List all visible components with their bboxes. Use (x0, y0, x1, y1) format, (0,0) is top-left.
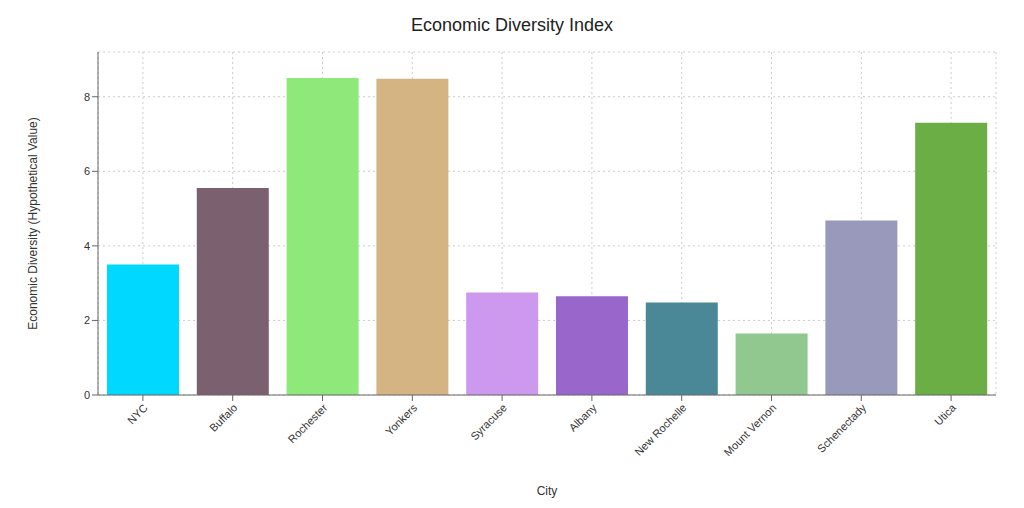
svg-text:Syracuse: Syracuse (468, 401, 509, 442)
svg-text:City: City (537, 484, 558, 498)
svg-text:NYC: NYC (125, 401, 150, 426)
svg-text:8: 8 (84, 91, 90, 103)
svg-text:Schenectady: Schenectady (815, 401, 869, 455)
svg-text:2: 2 (84, 314, 90, 326)
html-text:Economic Diversity Index: Economic Diversity Index (411, 15, 613, 35)
svg-text:4: 4 (84, 240, 90, 252)
svg-text:Albany: Albany (567, 401, 600, 434)
svg-text:6: 6 (84, 165, 90, 177)
svg-text:0: 0 (84, 389, 90, 401)
svg-text:Buffalo: Buffalo (207, 401, 240, 434)
svg-text:Rochester: Rochester (285, 401, 329, 445)
svg-text:Utica: Utica (932, 401, 959, 428)
svg-text:Mount Vernon: Mount Vernon (722, 401, 779, 458)
svg-text:Yonkers: Yonkers (383, 401, 420, 438)
svg-text:New Rochelle: New Rochelle (632, 401, 688, 457)
svg-text:Economic Diversity (Hypothetic: Economic Diversity (Hypothetical Value) (26, 117, 40, 330)
